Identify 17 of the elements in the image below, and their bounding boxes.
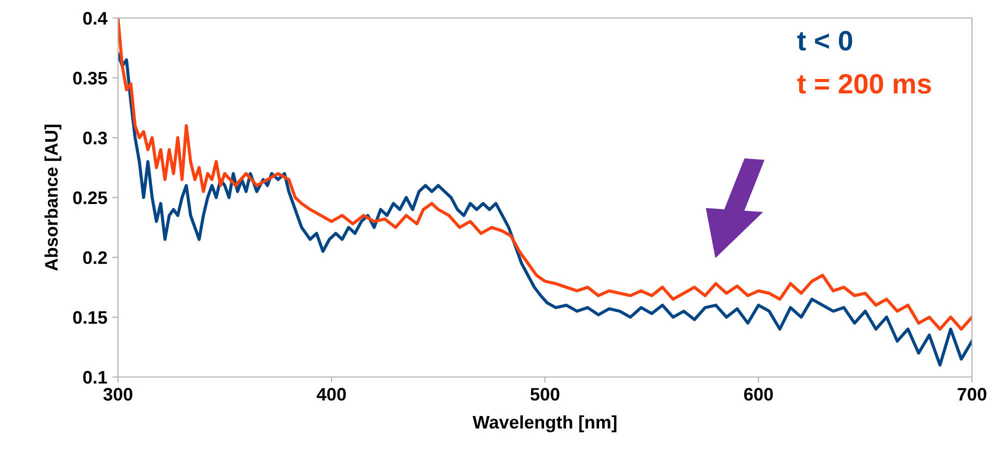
y-axis-title: Absorbance [AU]	[44, 124, 62, 271]
y-tick-label: 0.25	[73, 191, 108, 204]
y-tick-label: 0.2	[83, 251, 107, 264]
text: t < 0	[797, 30, 852, 51]
line-series	[118, 52, 972, 367]
y-tick-label: 0.4	[83, 12, 108, 25]
y-tick-label: 0.1	[83, 370, 108, 384]
x-axis-title: Wavelength [nm]	[472, 415, 616, 432]
text: t = 200 ms	[797, 74, 931, 94]
x-tick-label: 500	[530, 388, 560, 401]
x-tick-label: 300	[103, 388, 132, 401]
y-tick-label: 0.3	[83, 132, 107, 144]
x-tick-label: 400	[316, 388, 346, 401]
y-tick-label: 0.35	[73, 72, 108, 85]
x-tick-label: 700	[958, 388, 986, 401]
y-tick-label: 0.15	[73, 311, 108, 324]
x-tick-label: 600	[744, 388, 773, 401]
